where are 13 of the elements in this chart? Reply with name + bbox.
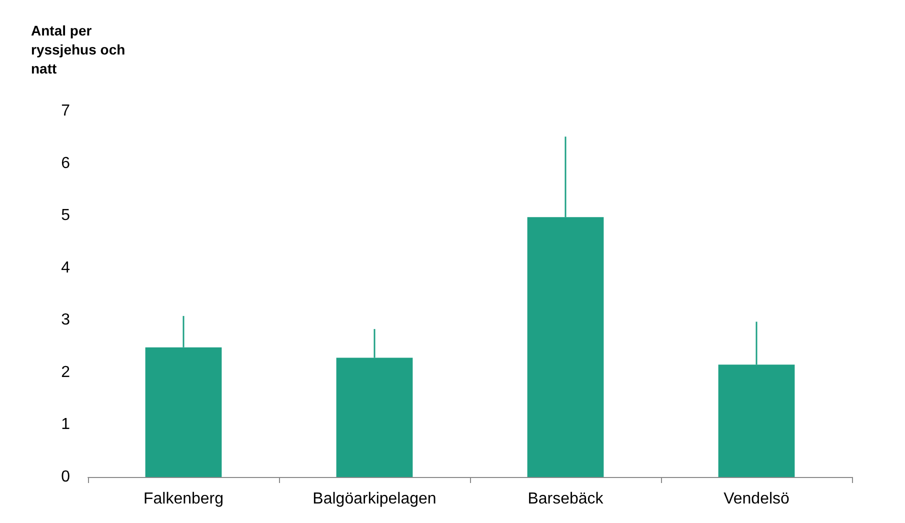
x-tick-label: Falkenberg — [143, 490, 224, 508]
x-tick-label: Balgöarkipelagen — [312, 490, 436, 508]
y-tick-label: 7 — [61, 102, 70, 120]
x-tick-label: Barsebäck — [528, 490, 604, 508]
y-tick-label: 1 — [61, 416, 70, 434]
x-tick-label: Vendelsö — [724, 490, 790, 508]
y-tick-label: 5 — [61, 207, 70, 224]
y-tick-label: 4 — [61, 259, 70, 276]
y-tick-label: 3 — [61, 312, 70, 329]
y-tick-label: 2 — [61, 364, 70, 381]
y-axis-title: Antal per ryssjehus och natt — [31, 22, 130, 76]
y-tick-label: 0 — [61, 468, 70, 486]
y-tick-label: 6 — [61, 154, 70, 172]
